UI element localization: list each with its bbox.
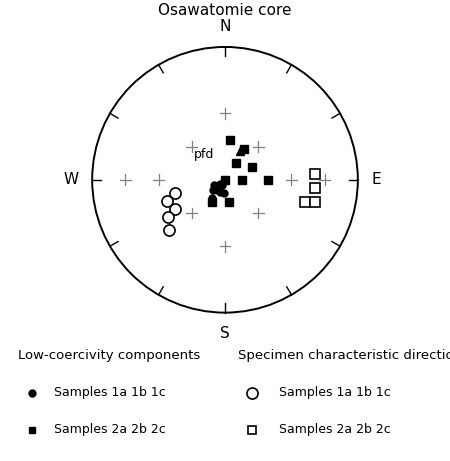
Text: Samples 2a 2b 2c: Samples 2a 2b 2c xyxy=(54,423,166,437)
Title: Osawatomie core: Osawatomie core xyxy=(158,3,292,18)
Text: N: N xyxy=(219,19,231,34)
Text: S: S xyxy=(220,326,230,341)
Text: Specimen characteristic directions: Specimen characteristic directions xyxy=(238,349,450,362)
Text: Samples 2a 2b 2c: Samples 2a 2b 2c xyxy=(279,423,391,437)
Text: pfd: pfd xyxy=(194,148,214,161)
Text: Samples 1a 1b 1c: Samples 1a 1b 1c xyxy=(54,386,166,399)
Text: E: E xyxy=(371,172,381,187)
Text: Samples 1a 1b 1c: Samples 1a 1b 1c xyxy=(279,386,391,399)
Text: W: W xyxy=(64,172,79,187)
Text: Low-coercivity components: Low-coercivity components xyxy=(18,349,200,362)
